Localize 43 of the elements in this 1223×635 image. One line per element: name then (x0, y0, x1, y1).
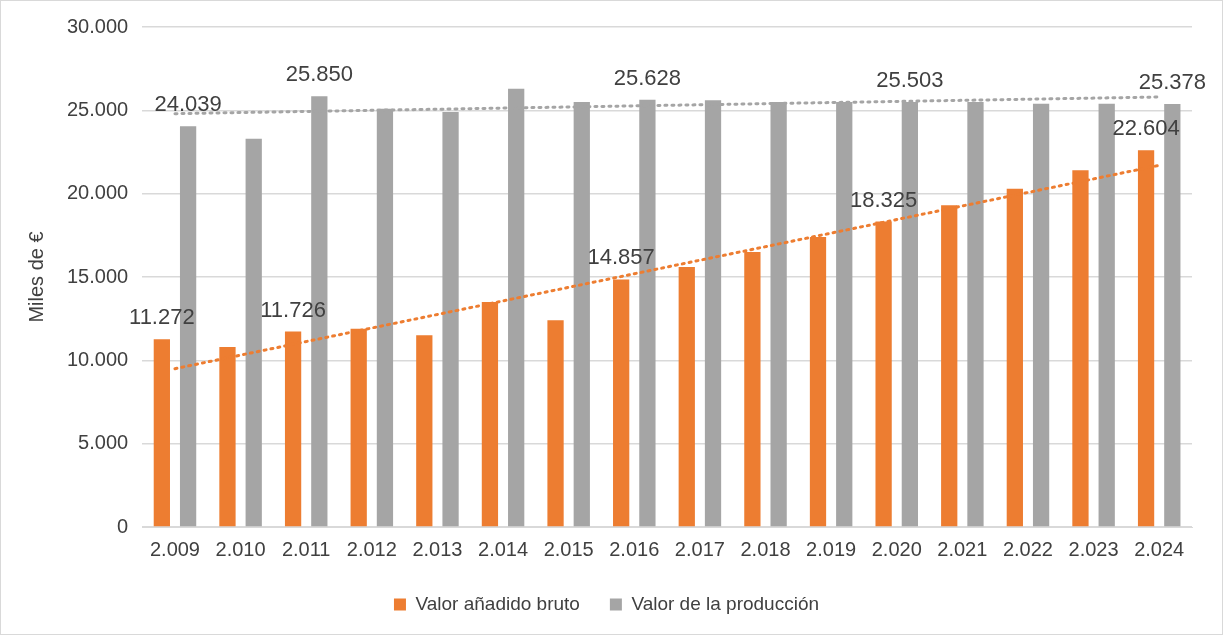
x-tick-label: 2.017 (674, 537, 725, 560)
x-tick-label: 2.012 (346, 537, 397, 560)
y-tick-label: 25.000 (67, 97, 129, 120)
legend-label: Valor añadido bruto (415, 592, 580, 614)
legend-label: Valor de la producción (631, 592, 820, 614)
data-label: 14.857 (587, 244, 655, 270)
bar (245, 138, 262, 527)
bar (1032, 103, 1050, 527)
x-tick-label: 2.011 (281, 537, 331, 560)
y-tick-label: 0 (117, 514, 129, 537)
y-tick-label: 30.000 (67, 14, 129, 37)
x-tick-label: 2.022 (1002, 537, 1053, 560)
x-tick-label: 2.019 (806, 537, 857, 560)
bar (153, 339, 170, 527)
x-tick-label: 2.010 (215, 537, 266, 560)
y-tick-label: 20.000 (67, 181, 129, 204)
x-tick-label: 2.021 (937, 537, 988, 560)
bar (678, 267, 695, 527)
bar (1098, 103, 1115, 527)
bar (416, 335, 433, 527)
x-tick-label: 2.014 (478, 537, 529, 560)
data-label: 25.628 (613, 64, 682, 90)
x-tick-label: 2.020 (871, 537, 922, 560)
x-tick-label: 2.015 (543, 537, 594, 560)
data-label: 22.604 (1112, 115, 1180, 141)
data-label: 25.378 (1138, 69, 1206, 95)
y-tick-label: 15.000 (67, 264, 129, 287)
y-tick-label: 10.000 (67, 347, 129, 370)
data-label: 24.039 (154, 91, 222, 117)
x-tick-label: 2.013 (412, 537, 463, 560)
x-tick-label: 2.023 (1068, 537, 1119, 560)
data-label: 11.272 (129, 304, 195, 330)
x-tick-label: 2.024 (1134, 537, 1185, 560)
x-tick-label: 2.018 (740, 537, 791, 560)
bar (547, 320, 564, 527)
data-label: 18.325 (849, 186, 918, 212)
x-tick-label: 2.009 (149, 537, 201, 560)
y-axis-title: Miles de € (24, 231, 47, 323)
data-label: 25.503 (876, 67, 944, 93)
data-label: 11.726 (260, 296, 326, 322)
data-label: 25.850 (285, 61, 353, 87)
x-tick-label: 2.016 (609, 537, 660, 560)
y-tick-label: 5.000 (78, 431, 129, 454)
